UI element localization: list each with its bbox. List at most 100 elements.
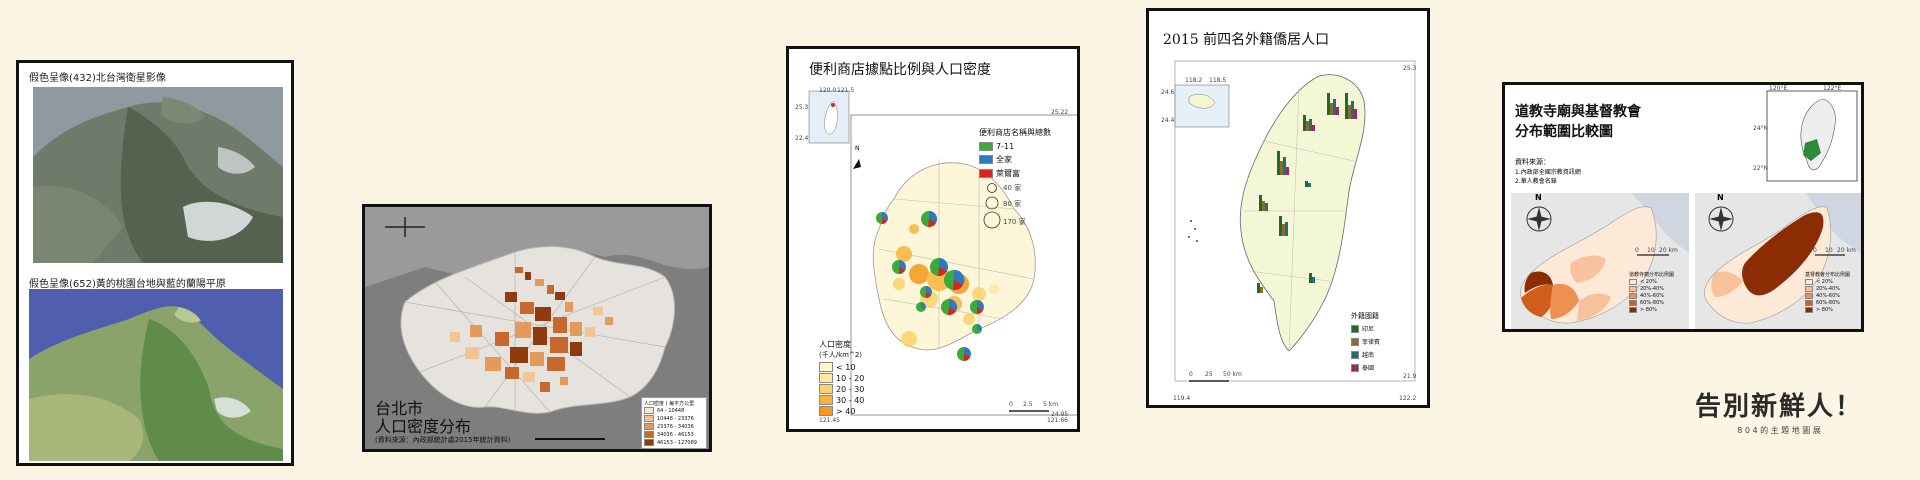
- legend-item: < 20%: [1805, 279, 1850, 285]
- legend-label: 10 - 20: [836, 373, 865, 383]
- legend-label: 菲律賓: [1362, 339, 1381, 346]
- legend-label: 40%-60%: [1816, 293, 1841, 299]
- size-legend-40: 40 家: [1003, 184, 1022, 192]
- panel5-title-line1: 道教寺廟與基督教會: [1515, 104, 1641, 120]
- panel4-frame-tick-2: 25.3: [1403, 65, 1417, 72]
- panel3-frame-tick-3: 24.95: [1051, 411, 1069, 418]
- legend-item: 46153 - 127089: [644, 439, 704, 446]
- legend-item: 越南: [1351, 350, 1380, 359]
- panel5-source-title: 資料來源：: [1515, 158, 1550, 166]
- legend-label: 越南: [1362, 352, 1375, 359]
- panel3-density-unit: (千人/km^2): [819, 351, 863, 359]
- legend-label: < 20%: [1640, 279, 1657, 285]
- legend-item: < 20%: [1629, 279, 1674, 285]
- panel5-inset-map: [1766, 90, 1858, 182]
- legend-item: 全家: [979, 154, 1051, 165]
- panel4-scale-1: 25: [1205, 371, 1213, 378]
- brand-title: 告別新鮮人！: [1694, 392, 1863, 422]
- legend-swatch: [1805, 300, 1813, 306]
- panel3-density-legend: 人口密度 (千人/km^2) < 10 10 - 20 20 - 30 30 - 40…: [819, 339, 864, 417]
- legend-label: 60%-80%: [1640, 300, 1665, 306]
- exhibition-brand: 告別新鮮人！ 8 0 4 的 主 題 地 圖 展: [1684, 386, 1874, 436]
- panel2-legend-title: 人口密度 ( 每平方公里: [644, 401, 695, 407]
- legend-swatch: [1629, 286, 1637, 292]
- panel3-scale-1: 2.5: [1023, 401, 1033, 408]
- panel4-frame-tick-0: 119.4: [1173, 395, 1191, 402]
- legend-swatch: [819, 384, 833, 394]
- legend-label: 40%-60%: [1640, 293, 1665, 299]
- legend-swatch: [644, 415, 654, 422]
- legend-label: 20%-40%: [1816, 286, 1841, 292]
- size-legend-80: 80 家: [1003, 200, 1022, 208]
- panel3-scale-2: 5 km: [1043, 401, 1059, 408]
- panel4-inset-tick-0: 118.2: [1185, 77, 1203, 84]
- panel3-frame-tick-0: 121.45: [819, 417, 840, 424]
- legend-item: 60%-80%: [1629, 300, 1674, 306]
- legend-item: > 40: [819, 406, 864, 416]
- legend-swatch: [1629, 307, 1637, 313]
- panel3-frame-tick-2: 25.22: [1051, 109, 1069, 116]
- church-legend-title: 基督教會分布比例圖: [1805, 272, 1851, 278]
- legend-label: > 40: [836, 406, 856, 416]
- legend-item: 40%-60%: [1805, 293, 1850, 299]
- panel3-map: [808, 90, 1077, 416]
- legend-label: 7-11: [996, 142, 1015, 151]
- temple-legend: 道教寺廟分布比例圖 < 20% 20%-40% 40%-60% 60%-80% > 80…: [1629, 271, 1674, 314]
- brand-subtitle: 8 0 4 的 主 題 地 圖 展: [1737, 426, 1821, 435]
- legend-label: > 80%: [1816, 307, 1833, 313]
- legend-item: 23376 - 34036: [644, 423, 704, 430]
- panel4-title: 2015 前四名外籍僑居人口: [1163, 32, 1330, 48]
- legend-label: 20 - 30: [836, 384, 865, 394]
- panel3-store-legend: 便利商店名稱與總數 7-11 全家 萊爾富: [979, 127, 1051, 182]
- panel4-inset-tick-2: 24.6: [1161, 89, 1175, 96]
- panel3-density-title: 人口密度: [819, 340, 851, 349]
- left-north-label: N: [1535, 193, 1542, 202]
- left-scale-1: 10: [1647, 247, 1655, 254]
- panel4-scale-0: 0: [1189, 371, 1193, 378]
- panel4-frame-tick-3: 21.9: [1403, 373, 1417, 380]
- legend-item: 菲律賓: [1351, 337, 1380, 346]
- panel4-legend: 外籍國籍 印尼 菲律賓 越南 泰國: [1351, 311, 1380, 376]
- legend-label: 23376 - 34036: [657, 423, 694, 430]
- legend-item: > 80%: [1629, 307, 1674, 313]
- panel5-source-2: 2.華人教會名錄: [1515, 178, 1557, 185]
- legend-swatch: [1351, 337, 1359, 346]
- panel2-source: (資料來源：內政部統計處2015年統計資料): [375, 436, 511, 444]
- legend-label: 泰國: [1362, 365, 1375, 372]
- legend-swatch: [979, 142, 993, 151]
- panel5-inset-tick-0: 120°E: [1769, 85, 1788, 92]
- legend-swatch: [1351, 350, 1359, 359]
- panel3-inset-tick-1: 121.5: [837, 87, 855, 94]
- legend-swatch: [1629, 293, 1637, 299]
- panel-convenience-store-map: 便利商店據點比例與人口密度: [786, 46, 1080, 432]
- legend-label: 20%-40%: [1640, 286, 1665, 292]
- right-scale-1: 10: [1825, 247, 1833, 254]
- legend-swatch: [1805, 293, 1813, 299]
- panel4-scale-2: 50 km: [1223, 371, 1242, 378]
- pie-chart-markers: [876, 210, 984, 361]
- panel5-inset-tick-2: 24°N: [1753, 125, 1769, 132]
- panel2-title-line1: 台北市: [375, 399, 424, 418]
- right-scale-0: 0: [1813, 247, 1817, 254]
- panel3-inset-tick-3: 22.4: [795, 135, 809, 142]
- legend-label: 萊爾富: [996, 169, 1020, 178]
- legend-label: 34036 - 46153: [657, 431, 694, 438]
- legend-item: 20%-40%: [1805, 286, 1850, 292]
- legend-item: 34036 - 46153: [644, 431, 704, 438]
- legend-item: 10 - 20: [819, 373, 864, 383]
- legend-swatch: [819, 373, 833, 383]
- legend-swatch: [819, 406, 833, 416]
- legend-swatch: [1351, 363, 1359, 372]
- legend-label: 印尼: [1362, 326, 1375, 333]
- panel5-inset-tick-3: 22°N: [1753, 165, 1769, 172]
- size-legend-170: 170 家: [1003, 218, 1026, 226]
- satellite-image-652: [29, 289, 283, 461]
- legend-label: 30 - 40: [836, 395, 865, 405]
- satellite-image-432: [33, 87, 283, 263]
- panel2-title-line2: 人口密度分布: [375, 417, 472, 436]
- legend-item: 10448 - 23376: [644, 415, 704, 422]
- legend-swatch: [979, 155, 993, 164]
- legend-swatch: [1629, 279, 1637, 285]
- legend-swatch: [819, 362, 833, 372]
- panel-temple-church-map: 道教寺廟與基督教會 分布範圍比較圖 資料來源： 1.內政部全國宗教資訊網 2.華…: [1502, 82, 1864, 332]
